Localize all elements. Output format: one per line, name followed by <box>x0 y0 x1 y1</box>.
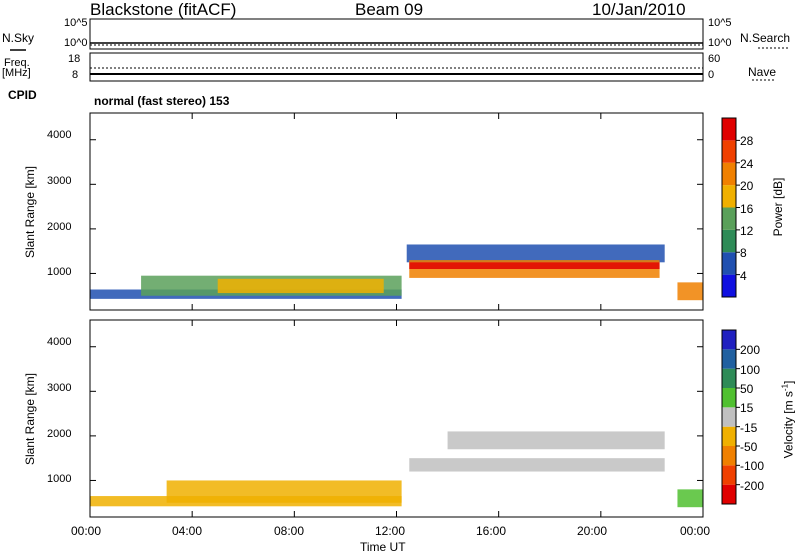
power-ytick-1000: 1000 <box>47 266 72 278</box>
beam-title: Beam 09 <box>355 0 424 19</box>
nave-tick-high: 60 <box>708 53 721 65</box>
nsky-tick-low-right: 10^0 <box>708 37 732 49</box>
velocity-ytick-3000: 3000 <box>47 382 72 394</box>
data-region-3 <box>447 431 665 450</box>
cpid-text: normal (fast stereo) 153 <box>94 94 230 108</box>
colorbar-tick-label: 28 <box>740 134 754 149</box>
data-region-4 <box>677 489 703 508</box>
colorbar-swatch <box>722 388 736 408</box>
colorbar-swatch <box>722 407 736 427</box>
velocity-ytick-1000: 1000 <box>47 473 72 485</box>
xtick-2: 08:00 <box>274 524 305 538</box>
colorbar-frame <box>721 329 737 505</box>
xtick-4: 16:00 <box>476 524 507 538</box>
freq-tick-low: 8 <box>72 69 79 81</box>
power-panel <box>89 112 704 311</box>
colorbar-swatch <box>722 274 736 297</box>
colorbar-swatch <box>722 368 736 388</box>
colorbar-swatch <box>722 229 736 253</box>
velocity-panel <box>89 319 704 518</box>
colorbar-swatch <box>722 118 736 141</box>
colorbar-swatch <box>722 162 736 186</box>
xtick-1: 04:00 <box>172 524 203 538</box>
date-title: 10/Jan/2010 <box>592 0 686 19</box>
colorbar-swatch <box>722 349 736 369</box>
colorbar-tick-label: 24 <box>740 156 754 171</box>
xtick-5: 20:00 <box>577 524 608 538</box>
power-ytick-2000: 2000 <box>47 221 72 233</box>
colorbar-swatch <box>722 446 736 466</box>
colorbar-tick-label: 100 <box>740 362 761 377</box>
colorbar-tick-label: 15 <box>740 401 754 416</box>
xlabel: Time UT <box>360 540 406 554</box>
colorbar-tick-label: -100 <box>740 459 765 474</box>
data-region-5 <box>409 262 660 269</box>
colorbar-swatch <box>722 465 736 485</box>
nsky-tick-high-right: 10^5 <box>708 17 732 29</box>
colorbar-swatch <box>722 185 736 208</box>
colorbar-tick-label: 200 <box>740 343 761 358</box>
data-region-1 <box>166 480 402 503</box>
freq-label-1: Freq. <box>4 57 30 69</box>
nsky-tick-high: 10^5 <box>64 17 88 29</box>
colorbar-swatch <box>722 484 736 504</box>
data-region-2 <box>409 458 665 472</box>
nsky-label: N.Sky <box>2 31 35 45</box>
colorbar-swatch <box>722 207 736 230</box>
power-ytick-3000: 3000 <box>47 175 72 187</box>
nsky-panel <box>89 18 704 50</box>
colorbar-tick-label: -200 <box>740 478 765 493</box>
freq-label-2: [MHz] <box>2 67 31 79</box>
nave-tick-low: 0 <box>708 69 715 81</box>
velocity-ytick-2000: 2000 <box>47 428 72 440</box>
colorbar-tick-label: -50 <box>740 440 758 454</box>
freq-panel <box>89 52 704 82</box>
power-colorbar <box>721 117 740 298</box>
colorbar-tick-label: 16 <box>740 201 754 216</box>
colorbar-tick-label: -15 <box>740 420 758 435</box>
colorbar-swatch <box>722 330 736 350</box>
velocity-colorbar <box>721 329 740 505</box>
data-region-3 <box>406 244 665 263</box>
colorbar-tick-label: 12 <box>740 223 754 238</box>
xtick-0: 00:00 <box>71 524 102 538</box>
colorbar-swatch <box>722 426 736 446</box>
velocity-ytick-4000: 4000 <box>47 336 72 348</box>
data-region-6 <box>677 282 703 301</box>
nsky-tick-low: 10^0 <box>64 37 88 49</box>
xtick-6: 00:00 <box>680 524 711 538</box>
colorbar-tick-label: 4 <box>740 268 747 283</box>
colorbar-tick-label: 50 <box>740 382 754 396</box>
nave-label: Nave <box>748 65 777 79</box>
colorbar-tick-label: 8 <box>740 246 747 261</box>
colorbar-tick-label: 20 <box>740 179 754 194</box>
nsearch-label: N.Search <box>740 31 791 45</box>
cpid-label: CPID <box>8 88 37 102</box>
colorbar-swatch <box>722 140 736 163</box>
power-ytick-4000: 4000 <box>47 129 72 141</box>
xtick-3: 12:00 <box>375 524 406 538</box>
colorbar-swatch <box>722 252 736 275</box>
data-region-2 <box>217 278 384 294</box>
station-title: Blackstone (fitACF) <box>90 0 237 19</box>
freq-tick-high: 18 <box>68 53 81 65</box>
